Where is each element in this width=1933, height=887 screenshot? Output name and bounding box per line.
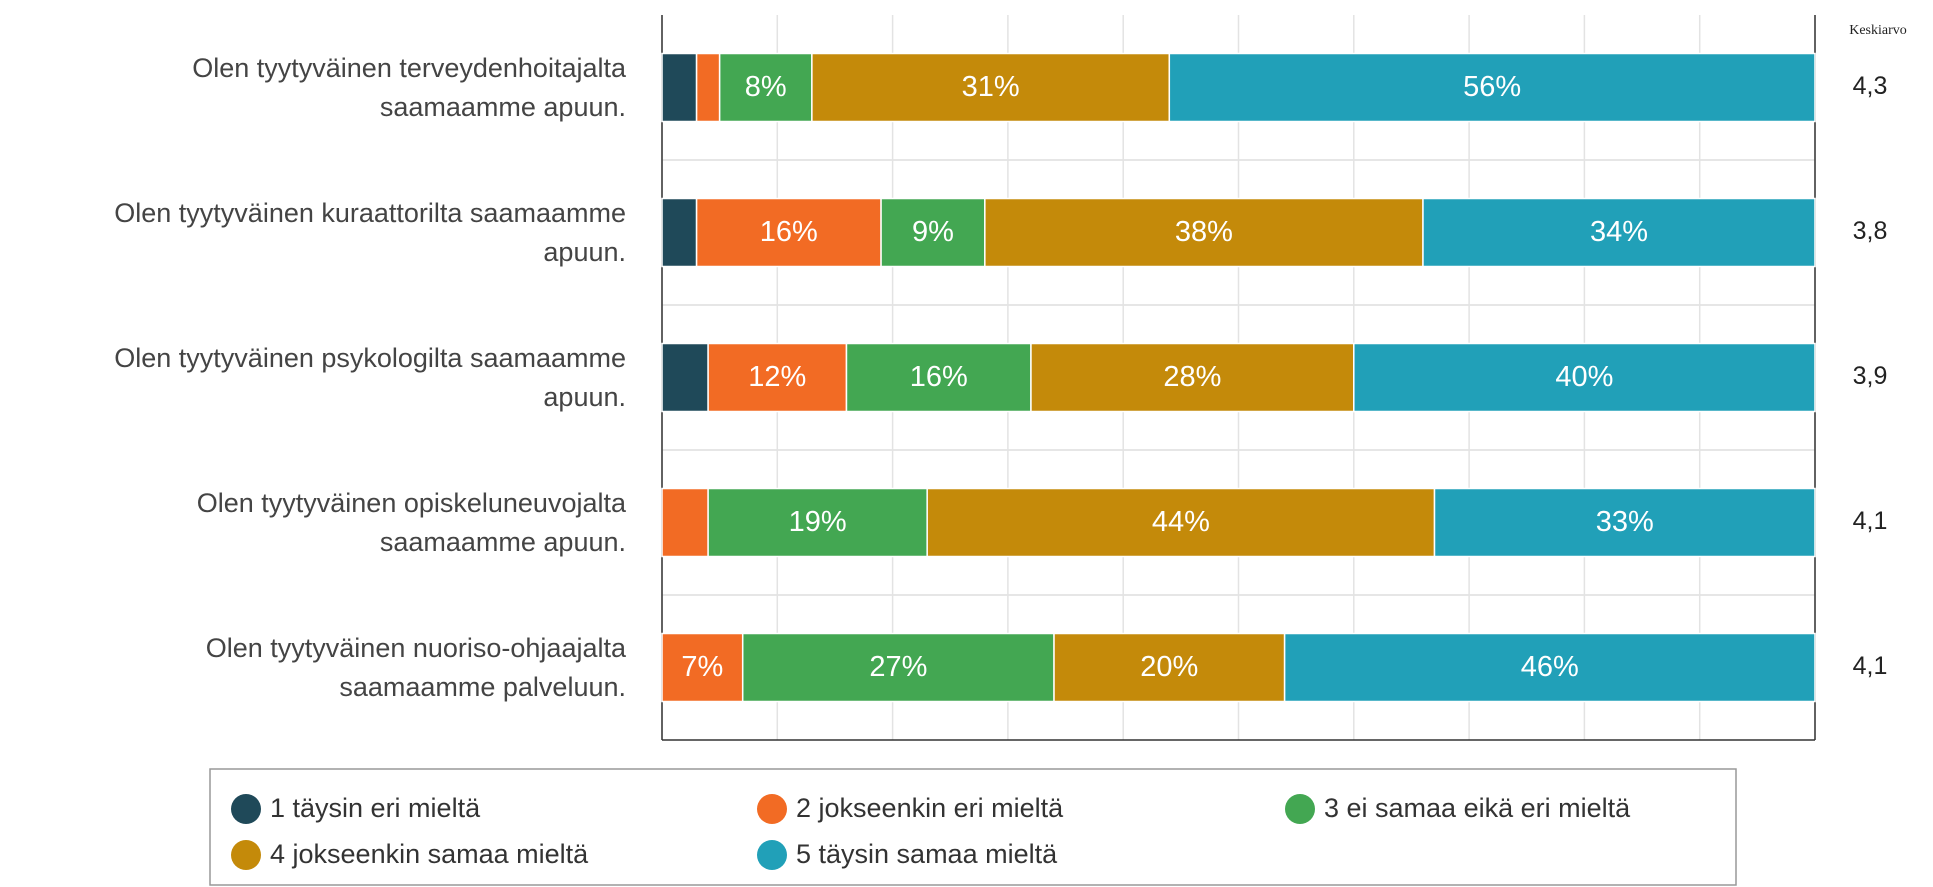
value-label: 40% [1555,361,1613,393]
bar-segment [926,487,1436,558]
legend-label: 1 täysin eri mieltä [270,793,481,823]
bar-segment [707,342,848,413]
mean-label: 3,8 [1853,217,1888,245]
bar-segment [811,52,1171,123]
bar-segment [707,487,928,558]
value-label: 19% [789,506,847,538]
mean-label: 4,3 [1853,72,1888,100]
legend-marker [757,794,787,824]
bar-segment [880,197,986,268]
value-label: 38% [1175,216,1233,248]
legend-marker [231,840,261,870]
bar-segment [661,342,709,413]
legend-label: 5 täysin samaa mieltä [796,839,1058,869]
legend-marker [231,794,261,824]
mean-label: 4,1 [1853,652,1888,680]
value-label: 16% [910,361,968,393]
legend-label: 2 jokseenkin eri mieltä [796,793,1064,823]
bar-segment [695,52,721,123]
legend-label: 4 jokseenkin samaa mieltä [270,839,589,869]
legend-box [209,768,1737,886]
value-label: 20% [1140,651,1198,683]
value-label: 44% [1152,506,1210,538]
bar-segment [1422,197,1816,268]
bar-segment [984,197,1424,268]
bar-segment [1030,342,1355,413]
bar-segment [661,487,709,558]
means-title: Keskiarvo [1849,23,1907,38]
category-label: Olen tyytyväinen kuraattorilta saamaamme… [114,197,626,267]
value-label: 34% [1590,216,1648,248]
value-label: 8% [745,71,787,103]
legend-marker [757,840,787,870]
value-label: 9% [912,216,954,248]
bar-segment [661,52,698,123]
bar-segment [1433,487,1816,558]
bar-segment [1353,342,1816,413]
value-label: 27% [869,651,927,683]
legend-label: 3 ei samaa eikä eri mieltä [1324,793,1631,823]
value-label: 33% [1596,506,1654,538]
bar-segment [1283,632,1816,703]
category-label: Olen tyytyväinen opiskeluneuvojalta saam… [196,487,626,557]
value-label: 7% [681,651,723,683]
mean-label: 4,1 [1853,507,1888,535]
bar-segment [1053,632,1286,703]
legend-marker [1285,794,1315,824]
bar-segment [845,342,1032,413]
value-label: 16% [760,216,818,248]
value-label: 31% [962,71,1020,103]
value-label: 56% [1463,71,1521,103]
value-label: 12% [748,361,806,393]
mean-label: 3,9 [1853,362,1888,390]
value-label: 46% [1521,651,1579,683]
category-label: Olen tyytyväinen terveydenhoitajalta saa… [192,52,626,122]
bar-segment [741,632,1055,703]
bar-segment [695,197,882,268]
category-label: Olen tyytyväinen nuoriso-ohjaajalta saam… [205,632,626,702]
bar-segment [661,197,698,268]
category-label: Olen tyytyväinen psykologilta saamaamme … [114,342,626,412]
bar-segment [1168,52,1816,123]
value-label: 28% [1163,361,1221,393]
